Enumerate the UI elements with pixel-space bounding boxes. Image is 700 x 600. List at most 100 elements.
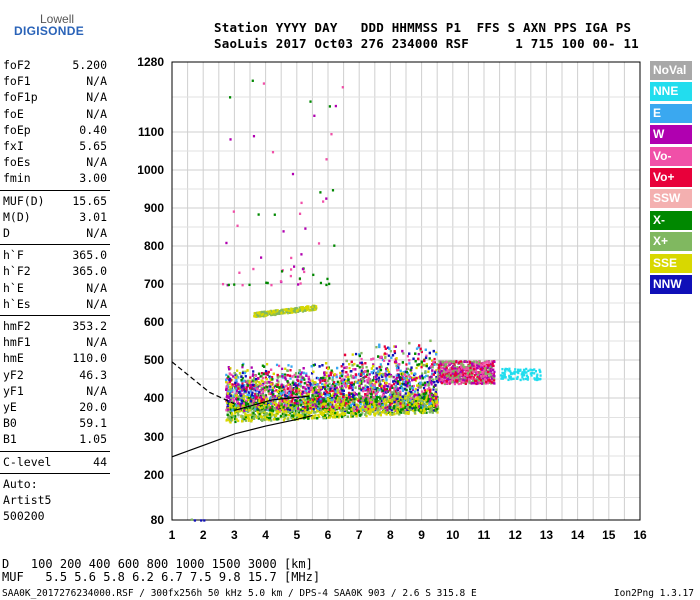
- echo-point: [351, 364, 354, 367]
- echo-point: [397, 400, 400, 404]
- echo-point: [431, 372, 434, 375]
- echo-point: [299, 394, 302, 397]
- echo-point: [385, 367, 388, 371]
- echo-point: [376, 401, 380, 404]
- echo-point: [400, 385, 403, 388]
- echo-point: [408, 402, 411, 405]
- echo-point: [368, 412, 371, 415]
- echo-point: [431, 411, 434, 414]
- echo-point: [232, 375, 235, 378]
- echo-point: [314, 391, 317, 395]
- param-name: hmF2: [3, 319, 31, 333]
- echo-point: [237, 397, 240, 401]
- echo-point: [281, 367, 284, 371]
- echo-point: [292, 383, 296, 386]
- echo-point: [322, 376, 325, 380]
- echo-point: [251, 396, 254, 399]
- echo-point: [226, 413, 229, 416]
- echo-point: [428, 405, 431, 408]
- echo-point: [432, 378, 435, 382]
- echo-point: [299, 382, 302, 385]
- echo-point: [234, 394, 237, 397]
- x-tick-label: 6: [325, 528, 332, 542]
- echo-point: [327, 401, 330, 404]
- echo-point: [334, 415, 337, 419]
- echo-point: [273, 397, 276, 400]
- echo-point: [254, 406, 257, 409]
- x-tick-label: 4: [262, 528, 269, 542]
- header-line-2: SaoLuis 2017 Oct03 276 234000 RSF 1 715 …: [214, 36, 639, 51]
- echo-point: [428, 376, 431, 379]
- param-value: N/A: [86, 335, 107, 350]
- echo-point: [397, 387, 400, 390]
- echo-point: [428, 388, 431, 392]
- echo-point: [260, 371, 264, 375]
- echo-point: [398, 382, 402, 385]
- echo-point: [236, 369, 239, 372]
- echo-point: [345, 366, 348, 369]
- echo-point: [421, 407, 424, 410]
- echo-point: [261, 388, 264, 391]
- echo-point: [344, 375, 347, 378]
- echo-point: [406, 406, 409, 409]
- echo-point: [416, 404, 419, 407]
- echo-point: [293, 387, 297, 390]
- echo-point: [401, 389, 405, 392]
- echo-point: [275, 405, 278, 408]
- echo-point: [239, 385, 242, 388]
- echo-point: [234, 376, 238, 379]
- echo-point: [318, 415, 321, 419]
- echo-point: [408, 382, 411, 386]
- echo-point: [338, 392, 341, 395]
- echo-point: [280, 383, 283, 387]
- echo-point: [268, 408, 272, 412]
- echo-point: [264, 370, 268, 373]
- echo-point: [279, 414, 283, 418]
- echo-point: [296, 405, 299, 408]
- echo-point: [254, 374, 258, 377]
- echo-point: [271, 394, 274, 397]
- echo-point: [226, 377, 229, 380]
- echo-point: [318, 395, 321, 399]
- echo-point: [326, 405, 329, 409]
- echo-point: [315, 410, 318, 413]
- echo-point: [372, 410, 375, 414]
- echo-point: [340, 387, 343, 390]
- echo-point: [334, 411, 337, 415]
- echo-point: [372, 398, 375, 402]
- echo-point: [269, 402, 273, 405]
- echo-point: [238, 385, 241, 389]
- echo-point: [397, 398, 401, 401]
- echo-point: [256, 383, 259, 387]
- echo-point: [422, 400, 425, 404]
- echo-point: [245, 406, 248, 409]
- echo-point: [252, 398, 255, 402]
- echo-point: [317, 407, 320, 410]
- echo-point: [410, 386, 413, 389]
- echo-point: [361, 362, 364, 366]
- echo-point: [305, 394, 308, 397]
- echo-point: [349, 406, 352, 410]
- echo-point: [293, 373, 296, 377]
- echo-point: [316, 399, 319, 403]
- echo-point: [244, 419, 248, 422]
- echo-point: [396, 406, 399, 409]
- echo-point: [416, 384, 419, 387]
- echo-point: [281, 373, 284, 377]
- echo-point: [298, 411, 301, 414]
- echo-point: [362, 401, 365, 405]
- echo-point: [395, 390, 398, 393]
- echo-point: [300, 399, 303, 403]
- echo-point: [378, 383, 381, 386]
- echo-point: [303, 413, 307, 417]
- echo-point: [420, 385, 423, 388]
- echo-point: [248, 385, 251, 389]
- echo-point: [370, 394, 373, 397]
- echo-point: [407, 381, 410, 385]
- echo-point: [431, 369, 434, 372]
- echo-point: [405, 411, 408, 414]
- echo-point: [393, 388, 396, 392]
- echo-point: [315, 376, 318, 380]
- echo-point: [234, 417, 237, 421]
- echo-point: [348, 407, 351, 410]
